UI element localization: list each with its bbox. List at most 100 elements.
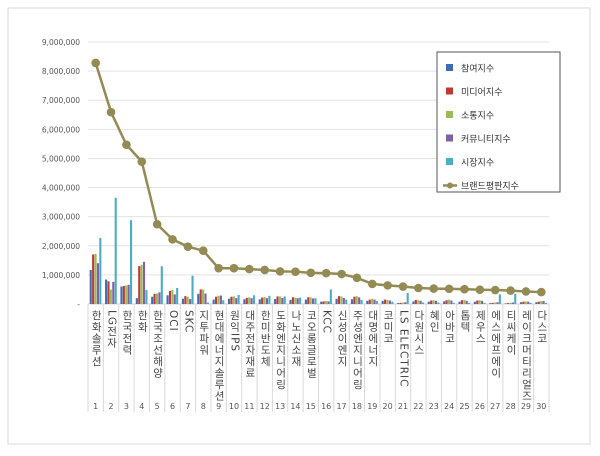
bar-소통지수 <box>447 299 451 304</box>
bar-시장지수 <box>345 299 348 304</box>
bar-참여지수 <box>151 296 154 304</box>
bar-미디어지수 <box>445 300 448 304</box>
rank-label: 3 <box>124 402 129 411</box>
bar-미디어지수 <box>168 290 172 304</box>
rank-label: 6 <box>170 402 175 411</box>
bar-시장지수 <box>145 290 148 304</box>
bar-커뮤니티지수 <box>388 300 391 304</box>
bar-참여지수 <box>427 301 430 304</box>
bar-참여지수 <box>89 269 92 304</box>
bar-소통지수 <box>355 296 358 304</box>
bar-시장지수 <box>375 301 378 304</box>
bar-소통지수 <box>171 290 174 304</box>
rank-label: 26 <box>475 402 485 411</box>
bar-커뮤니티지수 <box>112 281 115 304</box>
y-tick-label: 8,000,000 <box>42 67 80 76</box>
legend-box <box>436 51 561 193</box>
category-label: 대명에너지 <box>366 310 379 368</box>
bar-소통지수 <box>248 297 251 304</box>
bar-미디어지수 <box>153 293 156 304</box>
bar-시장지수 <box>222 300 225 304</box>
bar-시장지수 <box>314 298 317 304</box>
bar-커뮤니티지수 <box>481 300 484 304</box>
bar-소통지수 <box>540 301 543 304</box>
line-point <box>214 263 223 273</box>
bar-시장지수 <box>99 237 102 304</box>
line-point <box>122 140 131 150</box>
rank-label: 9 <box>216 402 221 411</box>
line-point <box>260 265 270 275</box>
bar-소통지수 <box>371 298 374 304</box>
bar-커뮤니티지수 <box>189 299 192 304</box>
bar-커뮤니티지수 <box>281 297 284 304</box>
bar-시장지수 <box>237 294 240 304</box>
category-label: 한화솔루션 <box>90 310 103 368</box>
bar-소통지수 <box>401 302 404 304</box>
category-label: 지투파워 <box>197 310 210 356</box>
bar-참여지수 <box>274 299 277 304</box>
line-point <box>229 263 239 273</box>
bar-미디어지수 <box>399 302 402 304</box>
bar-참여지수 <box>535 302 538 304</box>
category-label: 혜인 <box>428 310 441 333</box>
line-point <box>352 273 362 283</box>
bar-미디어지수 <box>184 296 187 304</box>
bar-참여지수 <box>181 298 184 304</box>
line-point <box>306 268 316 278</box>
bar-커뮤니티지수 <box>404 302 407 304</box>
bar-소통지수 <box>340 296 343 304</box>
rank-label: 19 <box>367 402 377 411</box>
line-point <box>537 287 546 297</box>
line-point <box>137 157 147 166</box>
bar-참여지수 <box>473 301 476 304</box>
bar-미디어지수 <box>230 296 233 304</box>
bar-참여지수 <box>120 286 123 304</box>
line-point <box>429 284 439 293</box>
rank-label: 30 <box>536 402 546 411</box>
rank-label: 1 <box>93 402 98 411</box>
bar-커뮤니티지수 <box>527 301 530 304</box>
category-label: SKC <box>182 310 195 334</box>
legend-label: 커뮤니티지수 <box>461 134 511 145</box>
rank-label: 28 <box>505 402 515 411</box>
bar-미디어지수 <box>384 299 387 304</box>
bar-미디어지수 <box>138 266 141 304</box>
bar-참여지수 <box>350 299 354 304</box>
bar-시장지수 <box>483 302 486 304</box>
bar-시장지수 <box>114 197 117 304</box>
bar-시장지수 <box>421 302 425 304</box>
bar-미디어지수 <box>414 299 417 304</box>
bar-커뮤니티지수 <box>265 298 269 304</box>
y-tick-label: - <box>77 300 80 309</box>
rank-label: 15 <box>306 402 316 411</box>
category-label: 대주전자재료 <box>243 310 256 379</box>
rank-label: 25 <box>459 402 469 411</box>
line-point <box>321 268 331 278</box>
legend-swatch <box>446 64 453 71</box>
legend-label: 참여지수 <box>461 63 494 75</box>
category-label: 한국조선해양 <box>151 310 164 379</box>
rank-label: 18 <box>352 402 362 411</box>
bar-미디어지수 <box>353 296 356 304</box>
bar-미디어지수 <box>307 297 310 304</box>
bar-미디어지수 <box>276 296 279 304</box>
bar-시장지수 <box>252 295 256 304</box>
bar-커뮤니티지수 <box>373 299 376 304</box>
category-label: 한미반도체 <box>259 310 272 368</box>
line-point <box>383 281 392 290</box>
line-point <box>460 284 469 294</box>
bar-커뮤니티지수 <box>158 292 161 304</box>
legend-label: 소통지수 <box>461 111 494 122</box>
bar-참여지수 <box>212 299 215 304</box>
bar-참여지수 <box>366 300 369 304</box>
y-tick-label: 6,000,000 <box>42 125 80 134</box>
rank-label: 27 <box>490 402 500 411</box>
bar-참여지수 <box>412 301 415 304</box>
bar-참여지수 <box>519 302 523 304</box>
bar-소통지수 <box>509 302 512 304</box>
category-label: 신성이엔지 <box>336 310 349 368</box>
line-point <box>91 58 100 68</box>
category-label: 나노신소재 <box>289 310 302 368</box>
bar-참여지수 <box>197 293 200 304</box>
